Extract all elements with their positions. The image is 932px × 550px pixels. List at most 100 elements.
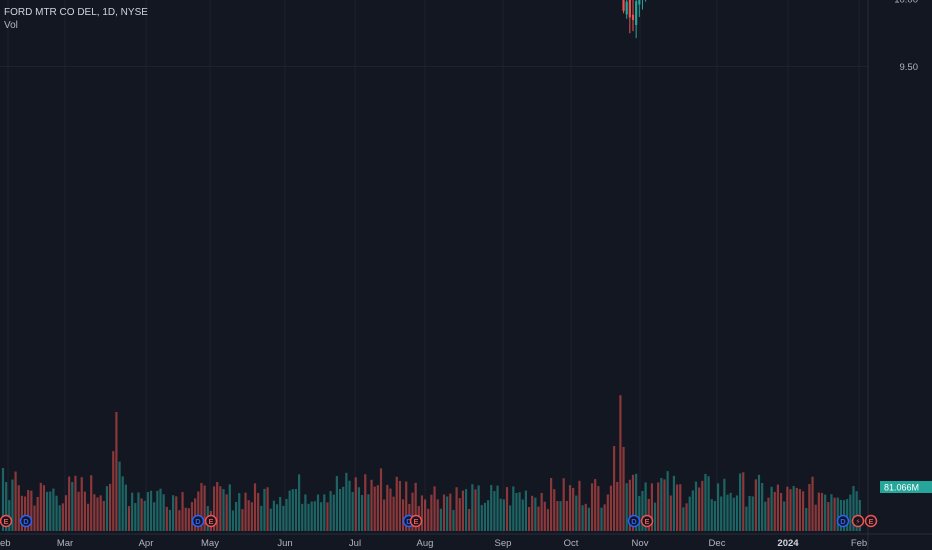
earnings-icon-glyph[interactable]: E	[868, 517, 873, 526]
split-icon-glyph[interactable]: ⚡	[855, 517, 860, 526]
volume-bar	[849, 494, 852, 531]
volume-bar	[745, 506, 748, 531]
volume-bar	[827, 502, 830, 531]
volume-bar	[162, 494, 165, 531]
volume-bar	[518, 492, 521, 531]
volume-bar	[33, 505, 36, 531]
volume-bar	[36, 496, 39, 531]
symbol-title[interactable]: FORD MTR CO DEL, 1D, NYSE	[4, 7, 148, 18]
dividend-icon-glyph[interactable]: D	[840, 517, 846, 526]
volume-bar	[178, 510, 181, 531]
volume-bar	[474, 489, 477, 531]
volume-bar	[764, 501, 767, 531]
volume-bar	[285, 498, 288, 531]
volume-bar	[313, 501, 316, 531]
earnings-icon-glyph[interactable]: E	[413, 517, 418, 526]
volume-bar	[222, 489, 225, 531]
volume-bar	[685, 503, 688, 531]
dividend-icon-glyph[interactable]: D	[406, 517, 412, 526]
volume-bar	[628, 479, 631, 531]
volume-bar	[597, 486, 600, 531]
volume-bar	[512, 486, 515, 531]
volume-bar	[102, 500, 105, 531]
volume-bar	[46, 491, 49, 531]
volume-bar	[606, 494, 609, 531]
x-tick-label: eb	[0, 538, 11, 549]
volume-bar	[748, 495, 751, 531]
volume-bar	[568, 485, 572, 531]
earnings-icon[interactable]: E	[864, 514, 878, 528]
split-icon-ring[interactable]	[851, 514, 865, 528]
volume-bar	[660, 477, 663, 531]
volume-bar	[802, 491, 805, 531]
volume-bar	[184, 507, 187, 531]
dividend-icon-glyph[interactable]: D	[195, 517, 201, 526]
earnings-icon-ring[interactable]	[864, 514, 878, 528]
volume-bar	[219, 486, 222, 531]
y-axis: 9.5010.0010.5011.0011.5012.0012.5013.001…	[894, 0, 918, 73]
volume-bar	[304, 494, 307, 531]
volume-bar	[338, 488, 342, 531]
volume-bar	[855, 491, 858, 531]
dividend-icon-ring[interactable]	[19, 514, 33, 528]
earnings-icon-ring[interactable]	[204, 514, 218, 528]
volume-label[interactable]: Vol	[4, 20, 18, 31]
candle-body	[622, 0, 625, 11]
split-icon[interactable]: ⚡	[851, 514, 865, 528]
volume-bar	[594, 479, 597, 531]
volume-bar	[414, 482, 417, 531]
volume-bar	[370, 479, 373, 531]
earnings-icon-ring[interactable]	[0, 514, 13, 528]
volume-bar	[364, 474, 367, 531]
volume-bar	[361, 495, 364, 531]
volume-bar	[357, 487, 361, 531]
dividend-icon[interactable]: D	[836, 514, 850, 528]
volume-bar	[562, 478, 565, 531]
earnings-icon-glyph[interactable]: E	[3, 517, 8, 526]
earnings-icon[interactable]: E	[204, 514, 218, 528]
volume-bar	[553, 489, 556, 531]
volume-bar	[137, 492, 140, 531]
volume-bar	[301, 503, 304, 531]
candle-body	[638, 0, 641, 5]
earnings-icon-glyph[interactable]: E	[644, 517, 649, 526]
volume-bar	[584, 503, 587, 531]
volume-bar	[401, 499, 405, 531]
volume-bar	[716, 483, 720, 531]
volume-bar	[625, 483, 628, 531]
volume-bar	[622, 447, 625, 531]
volume-bar	[398, 480, 401, 531]
earnings-icon-ring[interactable]	[409, 514, 423, 528]
volume-bar	[257, 492, 260, 531]
volume-bar	[464, 489, 468, 531]
earnings-icon[interactable]: E	[409, 514, 423, 528]
dividend-icon-ring[interactable]	[191, 514, 205, 528]
dividend-icon-glyph[interactable]: D	[23, 517, 29, 526]
earnings-icon[interactable]: E	[640, 514, 654, 528]
volume-bar	[329, 491, 332, 531]
volume-bar	[216, 482, 219, 531]
volume-bar	[58, 505, 61, 531]
volume-bar	[427, 508, 430, 531]
volume-bar	[515, 492, 518, 531]
volume-bar	[109, 483, 112, 531]
earnings-icon[interactable]: E	[0, 514, 13, 528]
volume-bar	[650, 483, 653, 531]
volume-bar	[789, 489, 792, 531]
earnings-icon-glyph[interactable]: E	[208, 517, 213, 526]
volume-bar	[30, 490, 33, 531]
dividend-icon[interactable]: D	[19, 514, 33, 528]
volume-bar	[824, 494, 827, 531]
volume-bar	[354, 477, 357, 531]
dividend-icon-glyph[interactable]: D	[631, 517, 637, 526]
volume-bar	[521, 499, 524, 531]
dividend-icon-ring[interactable]	[836, 514, 850, 528]
dividend-icon[interactable]: D	[627, 514, 641, 528]
volume-bar	[386, 484, 389, 531]
volume-bar	[17, 485, 20, 531]
earnings-icon-ring[interactable]	[640, 514, 654, 528]
x-tick-label: Dec	[709, 538, 726, 549]
dividend-icon-ring[interactable]	[627, 514, 641, 528]
dividend-icon[interactable]: D	[191, 514, 205, 528]
